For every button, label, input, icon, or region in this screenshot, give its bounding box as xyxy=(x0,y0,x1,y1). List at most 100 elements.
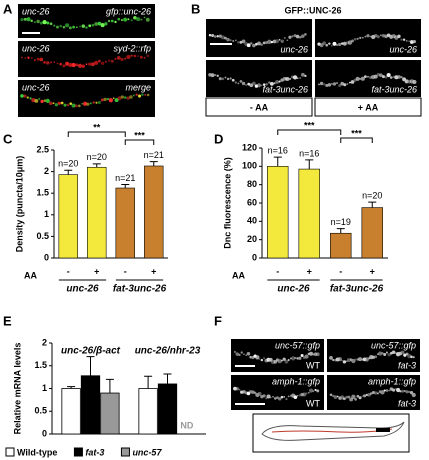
puncta xyxy=(245,354,248,357)
error-bar xyxy=(163,373,172,384)
puncta xyxy=(278,38,281,41)
puncta xyxy=(103,97,107,102)
x-tick-label: - xyxy=(67,266,70,276)
puncta xyxy=(319,81,324,86)
puncta xyxy=(71,103,76,108)
puncta xyxy=(299,76,302,79)
significance-bracket xyxy=(340,137,373,143)
puncta xyxy=(346,83,349,85)
puncta xyxy=(304,354,309,359)
bar xyxy=(138,388,158,435)
puncta xyxy=(300,354,304,357)
puncta xyxy=(403,353,407,357)
error-bar xyxy=(92,163,101,168)
puncta xyxy=(48,101,53,106)
puncta xyxy=(34,98,39,103)
puncta xyxy=(308,388,314,393)
puncta xyxy=(238,353,241,357)
puncta xyxy=(40,99,44,104)
puncta xyxy=(305,392,308,395)
puncta xyxy=(81,64,85,68)
puncta xyxy=(126,54,131,60)
group-label: unc-26/β-act xyxy=(61,346,121,357)
puncta xyxy=(213,35,217,38)
x-tick-label: - xyxy=(276,266,279,276)
error-bar xyxy=(121,184,130,189)
puncta xyxy=(286,39,289,42)
puncta xyxy=(110,59,114,63)
puncta xyxy=(123,96,127,99)
puncta xyxy=(400,38,403,41)
significance-bracket xyxy=(67,131,126,137)
panel-label: E xyxy=(3,313,12,328)
puncta xyxy=(245,83,248,87)
puncta xyxy=(257,41,261,46)
puncta xyxy=(52,102,55,105)
x-tick-label: + xyxy=(94,266,99,276)
puncta xyxy=(59,24,62,28)
puncta xyxy=(260,358,263,362)
puncta xyxy=(364,35,367,38)
puncta xyxy=(409,40,414,44)
puncta xyxy=(234,39,237,42)
image-label: unc-26 xyxy=(22,6,50,16)
puncta xyxy=(412,356,415,359)
y-tick-label: 100 xyxy=(242,161,257,171)
puncta xyxy=(21,56,23,59)
puncta xyxy=(270,40,274,44)
puncta xyxy=(255,355,260,360)
significance-bracket xyxy=(277,129,342,135)
puncta xyxy=(249,355,252,359)
puncta xyxy=(354,397,357,401)
n-label: n=19 xyxy=(331,217,351,227)
puncta xyxy=(43,99,47,102)
puncta xyxy=(284,359,289,364)
puncta xyxy=(381,75,385,79)
puncta xyxy=(408,390,411,394)
puncta xyxy=(341,359,343,362)
n-label: n=20 xyxy=(87,152,107,162)
puncta xyxy=(143,56,146,59)
puncta xyxy=(89,102,92,105)
puncta xyxy=(117,96,122,101)
legend-swatch xyxy=(73,447,83,457)
puncta xyxy=(335,43,339,47)
puncta xyxy=(376,72,380,77)
puncta xyxy=(243,353,245,356)
puncta xyxy=(216,35,219,38)
puncta xyxy=(124,57,127,60)
y-axis-label: Relative mRNA levels xyxy=(12,343,22,435)
bar xyxy=(267,166,289,259)
puncta xyxy=(75,63,79,67)
bar xyxy=(61,388,81,435)
puncta xyxy=(239,79,243,83)
image-label: unc-26 xyxy=(22,43,50,53)
puncta xyxy=(319,43,324,48)
puncta xyxy=(364,357,369,362)
puncta xyxy=(376,35,380,39)
micrograph xyxy=(315,19,421,57)
puncta xyxy=(216,74,219,78)
y-tick-label: 2 xyxy=(42,337,47,347)
puncta xyxy=(309,351,314,356)
y-tick-label: 40 xyxy=(247,216,257,226)
puncta xyxy=(50,61,52,64)
puncta xyxy=(283,395,286,398)
puncta xyxy=(68,62,73,68)
puncta xyxy=(139,55,143,59)
puncta xyxy=(59,62,63,66)
puncta xyxy=(401,389,405,393)
puncta xyxy=(263,357,265,359)
x-axis-label: AA xyxy=(232,270,245,280)
panel-label: B xyxy=(191,1,200,16)
group-label: unc-26 xyxy=(66,284,99,295)
puncta xyxy=(29,97,32,100)
puncta xyxy=(361,36,364,39)
y-tick-label: 0.5 xyxy=(36,231,49,241)
puncta xyxy=(81,24,86,28)
puncta xyxy=(43,61,46,64)
puncta xyxy=(332,358,335,362)
puncta xyxy=(144,93,147,96)
puncta xyxy=(85,63,88,66)
puncta xyxy=(95,101,98,104)
